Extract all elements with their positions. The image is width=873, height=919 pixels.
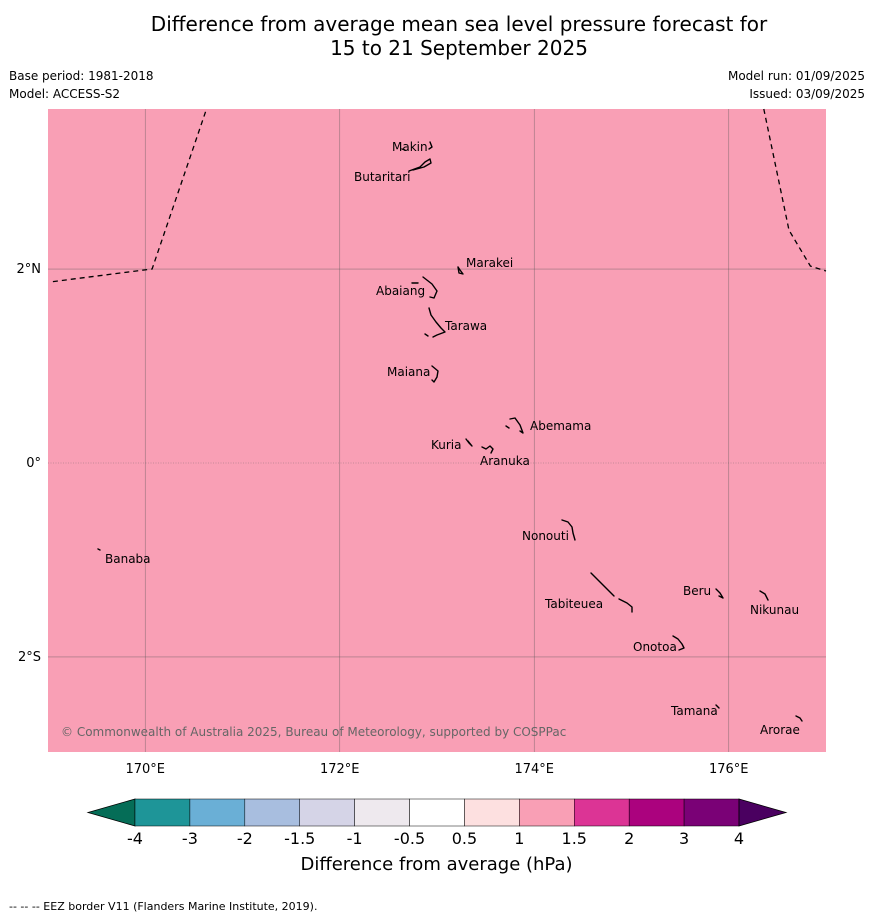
island-outline <box>795 715 803 722</box>
colorbar-segment <box>299 798 355 827</box>
island-outline <box>431 365 439 383</box>
island-label: Tamana <box>670 704 718 718</box>
island-outline <box>481 445 494 454</box>
island-label: Beru <box>683 584 711 598</box>
island-label: Kuria <box>431 438 462 452</box>
map-figure: 170°E 172°E 174°E 176°E 2°N 0° 2°S Makin Butarit… <box>17 108 827 848</box>
island-label: Aranuka <box>480 454 530 468</box>
longitude-tick-label: 174°E <box>514 762 554 777</box>
island-outline <box>457 266 464 275</box>
island-label: Tabiteuea <box>544 597 603 611</box>
colorbar-tick-label: 2 <box>624 829 634 848</box>
island-outline <box>97 548 101 551</box>
colorbar-tick-label: 3 <box>679 829 689 848</box>
island-label: Arorae <box>760 723 800 737</box>
colorbar-segment <box>409 798 465 827</box>
colorbar-segment <box>683 798 740 827</box>
island-outline <box>465 438 473 447</box>
island-outline <box>590 572 615 597</box>
colorbar-segment <box>628 798 685 827</box>
base-period: Base period: 1981-2018 <box>9 69 154 83</box>
longitude-tick-label: 176°E <box>709 762 749 777</box>
island-outline <box>715 588 724 599</box>
title-line-1: Difference from average mean sea level p… <box>150 12 768 36</box>
copyright-notice: © Commonwealth of Australia 2025, Bureau… <box>61 725 566 739</box>
issued-date: Issued: 03/09/2025 <box>749 87 865 101</box>
colorbar-segment <box>519 798 575 827</box>
island-outline <box>509 417 524 434</box>
island-label: Marakei <box>466 256 513 270</box>
footnote: -- -- -- EEZ border V11 (Flanders Marine… <box>9 900 318 913</box>
colorbar-tick-label: -0.5 <box>394 829 425 848</box>
colorbar-tick-label: -3 <box>182 829 198 848</box>
island-label: Abaiang <box>376 284 425 298</box>
colorbar-overflow-arrow <box>738 798 788 827</box>
colorbar-segment <box>134 798 191 827</box>
longitude-tick-label: 172°E <box>320 762 360 777</box>
colorbar-tick-label: -1.5 <box>284 829 315 848</box>
colorbar-tick-label: -2 <box>237 829 253 848</box>
island-label: Onotoa <box>633 640 677 654</box>
colorbar-tick-label: -4 <box>127 829 143 848</box>
longitude-tick-label: 170°E <box>125 762 165 777</box>
colorbar-underflow-arrow <box>86 798 136 827</box>
colorbar-tick-label: -1 <box>347 829 363 848</box>
island-label: Maiana <box>387 365 430 379</box>
eez-border-line <box>52 108 208 283</box>
island-outline <box>618 598 633 613</box>
island-outline <box>408 158 432 172</box>
island-label: Abemama <box>530 419 591 433</box>
island-outline <box>759 590 769 601</box>
island-outline <box>561 519 576 541</box>
model-name: Model: ACCESS-S2 <box>9 87 121 101</box>
colorbar-tick-label: 1 <box>514 829 524 848</box>
island-label: Tarawa <box>444 319 487 333</box>
title-line-2: 15 to 21 September 2025 <box>330 36 588 60</box>
colorbar-tick-label: 4 <box>734 829 744 848</box>
island-outline <box>422 276 438 299</box>
island-outline <box>505 425 510 429</box>
latitude-tick-label: 2°S <box>18 650 41 665</box>
island-label: Banaba <box>105 552 151 566</box>
island-label: Nonouti <box>522 529 569 543</box>
island-outline <box>428 307 446 338</box>
island-outline <box>715 704 720 709</box>
colorbar-segment <box>189 798 246 827</box>
colorbar-tick-label: 0.5 <box>452 829 477 848</box>
map-background <box>48 109 826 752</box>
model-run: Model run: 01/09/2025 <box>727 69 865 83</box>
colorbar-segment <box>464 798 520 827</box>
chart-title: Difference from average mean sea level p… <box>0 12 873 60</box>
island-outline <box>428 141 433 150</box>
island-outline <box>672 635 685 651</box>
colorbar-tick-label: 1.5 <box>562 829 587 848</box>
island-label: Butaritari <box>354 170 411 184</box>
island-label: Nikunau <box>750 603 799 617</box>
latitude-tick-label: 0° <box>26 456 41 471</box>
colorbar-segment <box>354 798 410 827</box>
eez-border-line <box>763 108 827 272</box>
latitude-tick-label: 2°N <box>17 262 42 277</box>
colorbar-label: Difference from average (hPa) <box>300 854 573 875</box>
colorbar-segment <box>244 798 300 827</box>
island-outline <box>401 148 406 151</box>
colorbar-segment <box>574 798 630 827</box>
island-outline <box>424 333 429 337</box>
island-label: Makin <box>392 140 428 154</box>
